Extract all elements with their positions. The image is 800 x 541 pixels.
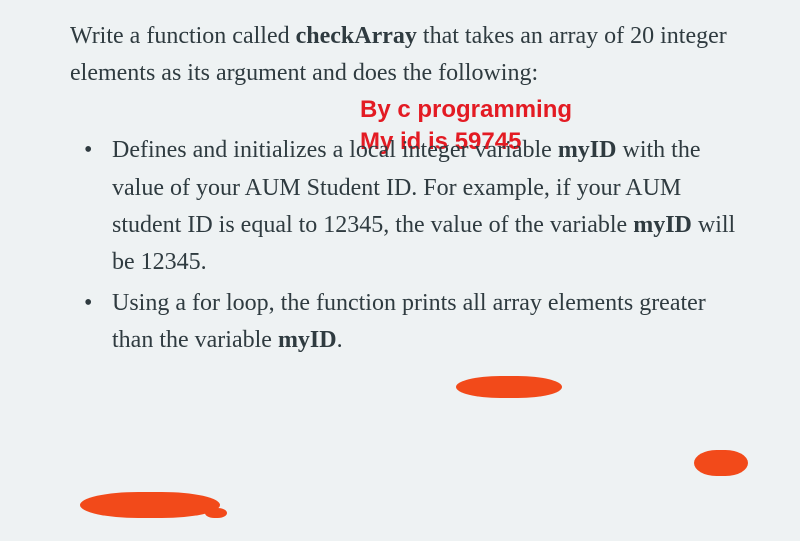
bullet-list: Defines and initializes a local integer … bbox=[70, 132, 752, 359]
redaction-mark bbox=[205, 508, 227, 518]
b2-t2: . bbox=[337, 327, 343, 353]
redaction-mark bbox=[694, 450, 748, 476]
intro-text-1: Write a function called bbox=[70, 23, 296, 49]
redaction-mark bbox=[80, 492, 220, 518]
list-item: Using a for loop, the function prints al… bbox=[98, 285, 752, 359]
b2-t1: Using a for loop, the function prints al… bbox=[112, 290, 706, 353]
list-item: Defines and initializes a local integer … bbox=[98, 132, 752, 281]
b1-t1: Defines and initializes a local integer … bbox=[112, 137, 558, 163]
note-line1: By c programming bbox=[360, 96, 572, 123]
redaction-mark bbox=[456, 376, 562, 398]
intro-paragraph: Write a function called checkArray that … bbox=[70, 18, 752, 92]
b1-var1: myID bbox=[558, 137, 617, 163]
b1-var2: myID bbox=[633, 212, 692, 238]
function-name: checkArray bbox=[296, 23, 417, 49]
b2-var1: myID bbox=[278, 327, 337, 353]
